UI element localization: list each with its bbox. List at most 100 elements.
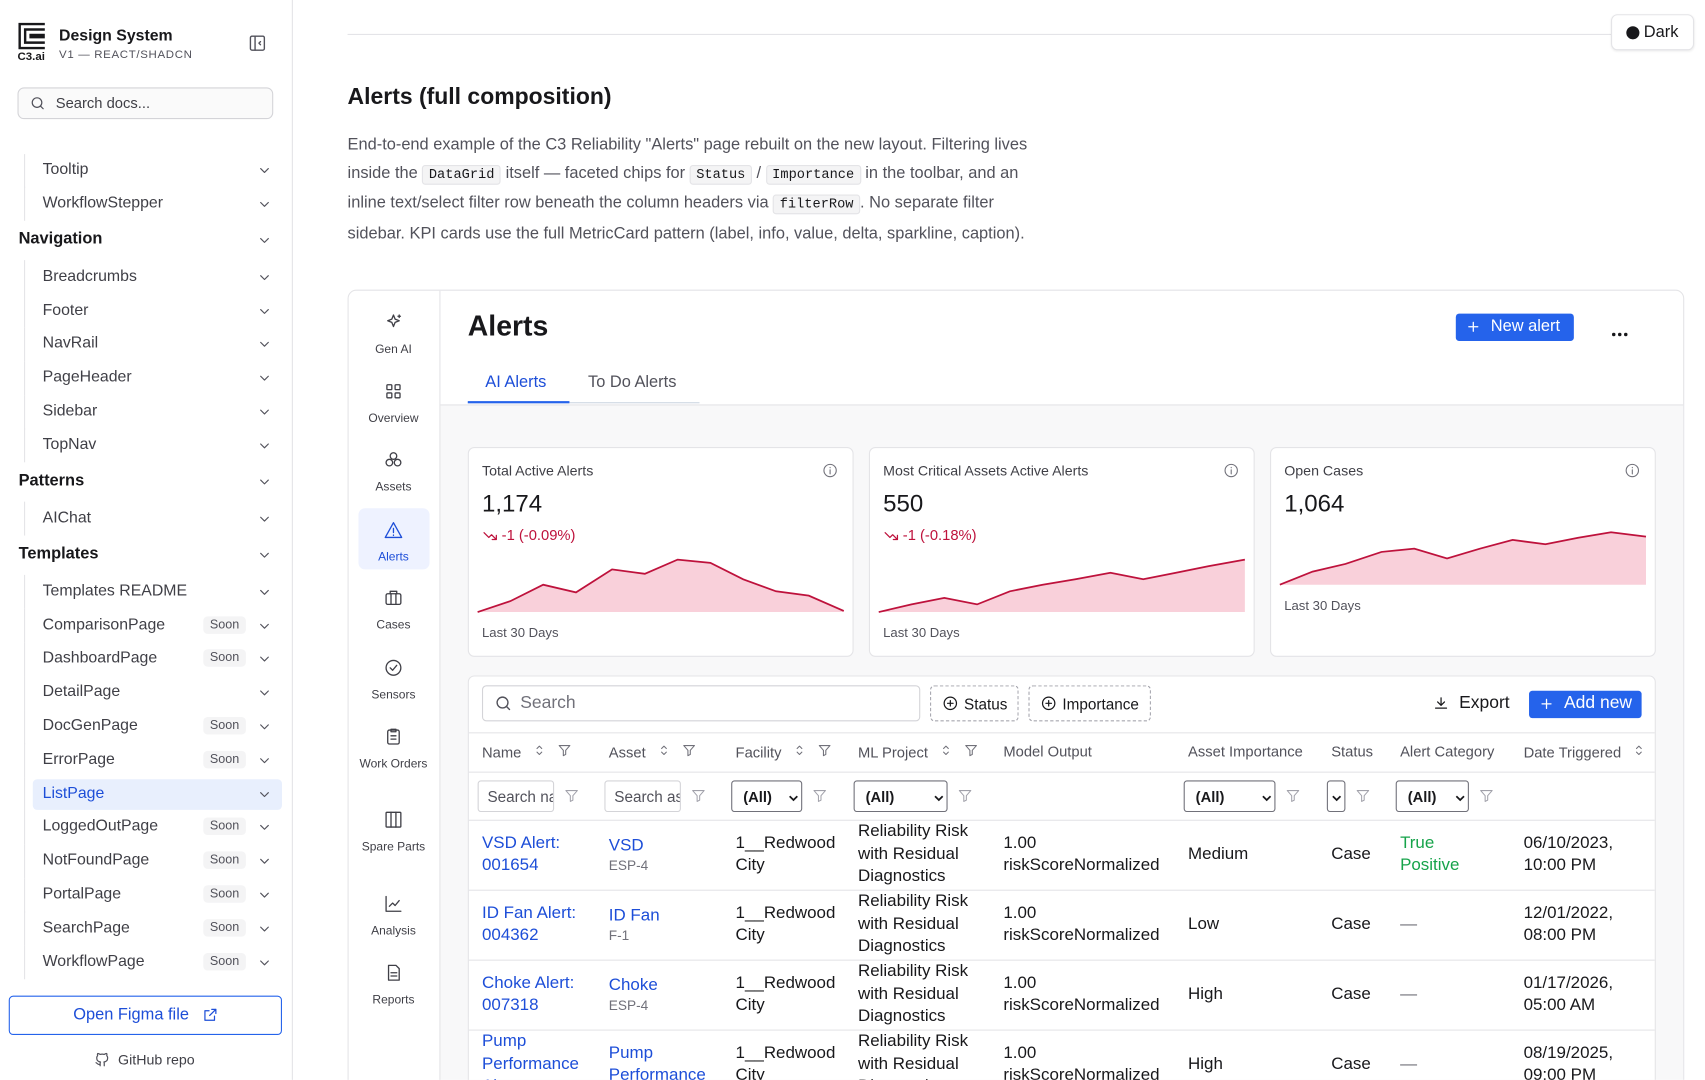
cell-link[interactable]: ID Fan (608, 906, 660, 925)
icon-part (1541, 698, 1552, 709)
rail-item[interactable]: Spare Parts (361, 840, 426, 854)
funnel-icon[interactable] (818, 743, 832, 760)
nav-item[interactable]: PageHeader (42, 368, 132, 387)
tab[interactable]: AI Alerts (485, 372, 547, 392)
nav-item[interactable]: PortalPage (42, 885, 122, 903)
sort-icon[interactable] (1632, 743, 1646, 760)
figma-button[interactable] (8, 995, 282, 1036)
figma-button-label[interactable]: Open Figma file (73, 1005, 189, 1025)
rail-item[interactable]: Overview (368, 412, 419, 426)
new-alert-label[interactable]: New alert (1490, 316, 1561, 336)
filter-chip[interactable] (1028, 685, 1151, 722)
nav-item[interactable]: TopNav (42, 435, 97, 454)
nav-item[interactable]: DashboardPage (42, 649, 158, 668)
nav-item[interactable]: DocGenPage (42, 716, 138, 735)
column-header[interactable]: Asset Importance (1188, 743, 1303, 759)
nav-section[interactable]: Patterns (18, 471, 85, 490)
filter-select[interactable]: (All) (853, 780, 948, 813)
nav-section[interactable]: Navigation (18, 229, 103, 249)
nav-item[interactable]: LoggedOutPage (42, 817, 159, 836)
icon (1433, 695, 1449, 711)
icon (384, 963, 404, 983)
more-menu[interactable] (1611, 324, 1628, 337)
tab[interactable]: To Do Alerts (588, 372, 677, 392)
column-header[interactable]: Status (1331, 743, 1373, 759)
rail-item[interactable]: Work Orders (359, 757, 428, 771)
column-header[interactable]: Asset (609, 743, 696, 760)
nav-item[interactable]: WorkflowStepper (42, 194, 164, 212)
column-header[interactable]: Name (482, 743, 572, 760)
rail-item[interactable]: Analysis (371, 924, 416, 938)
rail-item[interactable]: Alerts (378, 550, 409, 564)
filter-chip[interactable] (930, 685, 1019, 722)
filter-select[interactable] (1326, 780, 1346, 813)
sort-icon[interactable] (657, 743, 671, 760)
cell-link[interactable]: Pump Performance (608, 1043, 706, 1080)
column-header[interactable]: Model Output (1003, 743, 1092, 759)
icon-part (1624, 332, 1628, 337)
cell-link[interactable]: VSD (608, 836, 644, 855)
nav-item[interactable]: WorkflowPage (42, 952, 145, 971)
icon (257, 820, 272, 835)
cell: Case (1331, 820, 1391, 890)
grid-search[interactable] (481, 685, 921, 722)
nav-badge: Soon (203, 649, 246, 668)
export-button[interactable]: Export (1459, 694, 1510, 713)
column-header[interactable]: ML Project (858, 743, 978, 760)
funnel-icon[interactable] (557, 743, 571, 760)
icon-part (260, 959, 269, 965)
sort-icon[interactable] (532, 743, 546, 760)
nav-item[interactable]: ComparisonPage (42, 615, 166, 634)
funnel-icon[interactable] (964, 743, 978, 760)
icon-part (387, 964, 400, 981)
theme-toggle-label[interactable]: Dark (1643, 22, 1679, 42)
filter-select[interactable]: (All) (1395, 780, 1469, 813)
nav-guide (24, 945, 26, 980)
nav-item[interactable]: Templates README (42, 582, 188, 600)
funnel-icon[interactable] (682, 743, 696, 760)
rail-item[interactable]: Reports (372, 993, 415, 1007)
cell-link[interactable]: Pump Performance Alert: (481, 1032, 579, 1080)
nav-item[interactable]: Breadcrumbs (42, 267, 137, 286)
column-header[interactable]: Facility (736, 743, 832, 760)
filter-input[interactable]: Search name (477, 780, 555, 813)
filter-chip-label[interactable]: Importance (1062, 695, 1139, 713)
filter-chip-label[interactable]: Status (963, 695, 1008, 713)
grid-search-placeholder: Search (520, 694, 576, 713)
nav-item[interactable]: NavRail (42, 334, 99, 353)
cell: Pump Performance Alert: (482, 1030, 597, 1080)
filter-select[interactable]: (All) (1183, 780, 1276, 813)
rail-item[interactable]: Gen AI (375, 343, 412, 357)
nav-item[interactable]: ListPage (42, 784, 105, 802)
rail-item[interactable]: Assets (375, 480, 412, 495)
nav-item[interactable]: SearchPage (42, 918, 130, 937)
nav-item[interactable]: DetailPage (42, 683, 121, 701)
nav-item[interactable]: NotFoundPage (42, 851, 150, 870)
cell-link[interactable]: Choke (608, 976, 658, 995)
rail-item[interactable]: Cases (376, 618, 411, 632)
nav-item[interactable]: Sidebar (42, 402, 98, 420)
rail-item[interactable]: Sensors (371, 688, 416, 702)
sort-icon[interactable] (939, 743, 953, 760)
sort-icon[interactable] (792, 743, 806, 760)
icon-part (260, 623, 269, 629)
nav-item[interactable]: Tooltip (42, 160, 89, 179)
docs-search[interactable] (17, 87, 274, 120)
cell-link[interactable]: Choke Alert: 007318 (481, 973, 575, 1015)
theme-toggle[interactable] (1611, 14, 1695, 51)
nav-item[interactable]: ErrorPage (42, 750, 115, 769)
icon (942, 695, 958, 711)
column-header[interactable]: Date Triggered (1524, 743, 1647, 760)
nav-section[interactable]: Templates (18, 544, 99, 564)
filter-select[interactable]: (All) (731, 780, 803, 813)
add-new-label[interactable]: Add new (1564, 694, 1633, 713)
nav-item[interactable]: AIChat (42, 509, 92, 527)
icon-part (385, 593, 402, 606)
cell-link[interactable]: VSD Alert: 001654 (481, 833, 561, 875)
filter-input[interactable]: Search asset (604, 780, 681, 813)
cell-link[interactable]: ID Fan Alert: 004362 (481, 903, 577, 945)
icon-part (789, 795, 798, 802)
nav-item[interactable]: Footer (42, 301, 89, 319)
column-header[interactable]: Alert Category (1400, 743, 1494, 759)
github-link[interactable]: GitHub repo (118, 1051, 195, 1068)
